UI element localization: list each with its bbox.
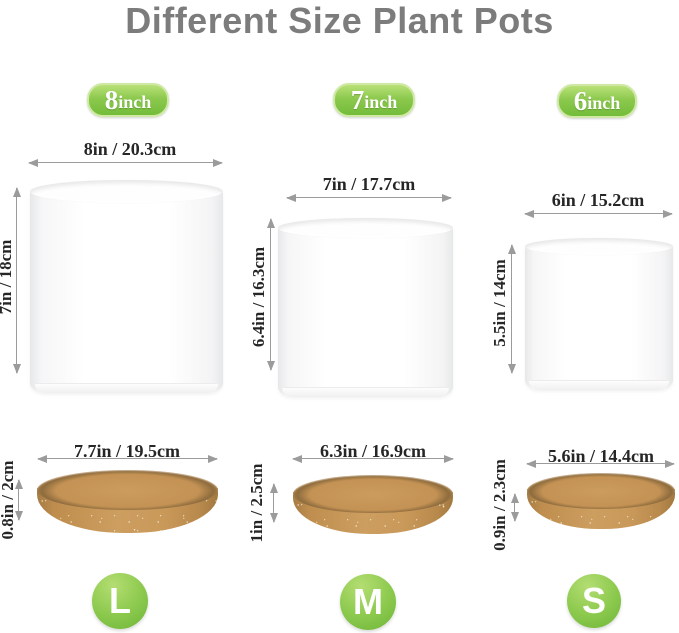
pot-rim [525, 238, 673, 255]
pot-7in [278, 218, 453, 398]
saucer-s [527, 473, 675, 530]
pot-6in-height-label: 5.5in / 14cm [490, 259, 509, 347]
pot-8in-width-arrow [28, 159, 223, 167]
saucer-top [37, 470, 218, 511]
size-badge-7inch: 7 inch [333, 83, 415, 117]
badge-number: 6 [573, 85, 588, 116]
size-circle-s: S [567, 574, 621, 628]
saucer-s-width-arrow [526, 460, 675, 468]
saucer-l-width-label: 7.7in / 19.5cm [74, 441, 180, 461]
pot-body [278, 227, 453, 398]
badge-number: 7 [350, 84, 365, 115]
pot-7in-height-label: 6.4in / 16.3cm [249, 246, 268, 348]
size-letter: M [353, 581, 383, 622]
saucer-top [293, 475, 453, 513]
saucer-top [527, 473, 675, 509]
saucer-l-width-arrow [37, 455, 218, 463]
saucer-l-height-label: 0.8in / 2cm [0, 460, 17, 540]
saucer-l [37, 470, 218, 534]
saucer-m-width-label: 6.3in / 16.9cm [320, 441, 426, 461]
size-letter: S [581, 580, 606, 621]
pot-7in-width-arrow [286, 194, 452, 202]
saucer-m-height-arrow [269, 483, 278, 523]
badge-unit: inch [364, 92, 398, 112]
size-badge-8inch: 8 inch [87, 83, 169, 117]
pot-8in-width-label: 8in / 20.3cm [83, 139, 177, 159]
pot-8in-height-label: 7in / 18cm [0, 239, 15, 315]
pot-6in-width-label: 6in / 15.2cm [551, 190, 645, 210]
pot-8in-height-arrow [12, 187, 21, 374]
badge-unit: inch [118, 92, 152, 112]
saucer-l-height-arrow [14, 479, 23, 521]
pot-8in [30, 180, 223, 394]
badge-number: 8 [104, 84, 119, 115]
page-title: Different Size Plant Pots [125, 0, 554, 41]
size-badge-6inch: 6 inch [557, 84, 637, 118]
saucer-s-height-label: 0.9in / 2.3cm [490, 459, 509, 551]
badge-unit: inch [587, 93, 621, 113]
pot-7in-width-label: 7in / 17.7cm [322, 174, 416, 194]
size-circle-m: M [340, 574, 396, 630]
size-letter: L [109, 580, 131, 621]
saucer-s-height-arrow [510, 493, 519, 522]
pot-rim [30, 180, 223, 204]
saucer-m-height-label: 1in / 2.5cm [247, 463, 266, 543]
pot-6in-width-arrow [524, 210, 673, 218]
pot-6in [525, 238, 673, 390]
pot-rim [278, 218, 453, 238]
size-circle-l: L [92, 573, 148, 629]
pot-body [525, 246, 673, 390]
saucer-m-width-arrow [292, 455, 454, 463]
pot-7in-height-arrow [266, 218, 275, 371]
pot-body [30, 191, 223, 394]
pot-6in-height-arrow [507, 244, 516, 374]
saucer-s-width-label: 5.6in / 14.4cm [548, 446, 654, 466]
saucer-m [293, 475, 453, 535]
